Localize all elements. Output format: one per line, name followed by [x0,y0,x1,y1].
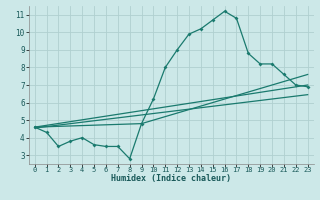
X-axis label: Humidex (Indice chaleur): Humidex (Indice chaleur) [111,174,231,183]
